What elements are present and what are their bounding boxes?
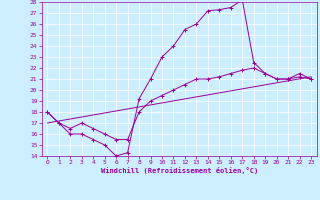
X-axis label: Windchill (Refroidissement éolien,°C): Windchill (Refroidissement éolien,°C)	[100, 167, 258, 174]
